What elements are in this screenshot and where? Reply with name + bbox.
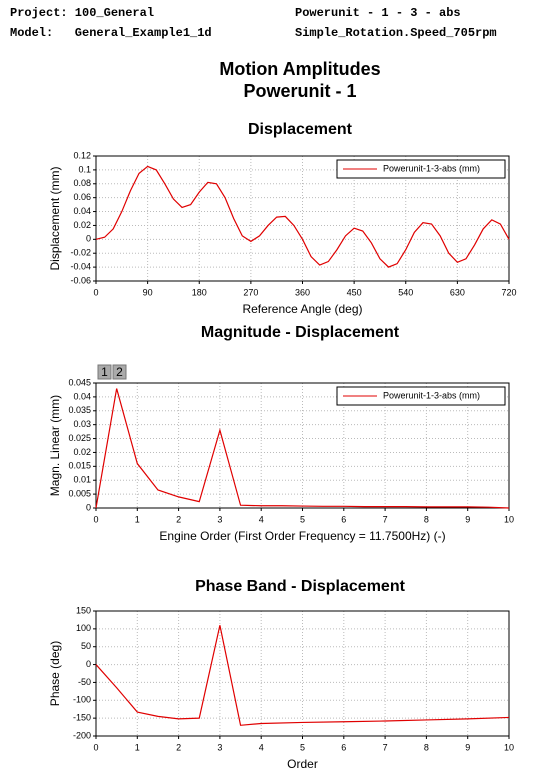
y-tick-label: 0.04 <box>73 391 91 401</box>
y-axis-label: Displacement (mm) <box>48 166 62 270</box>
report-subtitle: Powerunit - 1 <box>243 81 356 101</box>
tab-label[interactable]: 1 <box>101 365 108 379</box>
y-tick-label: -100 <box>73 695 91 705</box>
plot-frame <box>95 610 510 737</box>
x-tick-label: 540 <box>398 287 413 297</box>
x-tick-label: 1 <box>135 742 140 752</box>
x-tick-label: 90 <box>143 287 153 297</box>
y-tick-label: 0.035 <box>68 405 91 415</box>
tab-label[interactable]: 2 <box>116 365 123 379</box>
x-tick-label: 8 <box>424 514 429 524</box>
x-axis-label: Engine Order (First Order Frequency = 11… <box>159 529 445 543</box>
y-tick-label: 0.06 <box>73 192 91 202</box>
x-tick-label: 0 <box>93 287 98 297</box>
x-tick-label: 3 <box>217 514 222 524</box>
y-tick-label: 0.12 <box>73 150 91 160</box>
report-title: Motion Amplitudes <box>219 59 380 79</box>
y-tick-label: -50 <box>78 677 91 687</box>
x-tick-label: 9 <box>465 514 470 524</box>
y-tick-label: 0.08 <box>73 178 91 188</box>
tabs: 1 2 <box>97 364 127 380</box>
x-tick-label: 10 <box>504 742 514 752</box>
y-tick-label: 0.045 <box>68 377 91 387</box>
header-case: Simple_Rotation.Speed_705rpm <box>295 26 497 40</box>
x-tick-label: 4 <box>259 514 264 524</box>
data-line <box>95 625 510 726</box>
x-tick-label: 9 <box>465 742 470 752</box>
chart-title: Displacement <box>248 121 353 138</box>
y-tick-label: 0.005 <box>68 488 91 498</box>
chart-title: Phase Band - Displacement <box>195 578 406 595</box>
x-tick-label: 630 <box>450 287 465 297</box>
x-tick-label: 7 <box>383 742 388 752</box>
y-tick-label: 0 <box>86 234 91 244</box>
x-axis-label: Reference Angle (deg) <box>242 302 362 316</box>
x-tick-label: 270 <box>243 287 258 297</box>
y-tick-label: 0.02 <box>73 447 91 457</box>
y-tick-label: -200 <box>73 730 91 740</box>
x-axis-label: Order <box>287 757 318 771</box>
legend-label: Powerunit-1-3-abs (mm) <box>383 163 480 173</box>
y-tick-label: 0 <box>86 659 91 669</box>
x-tick-label: 5 <box>300 742 305 752</box>
y-tick-label: -150 <box>73 713 91 723</box>
y-tick-label: 0.03 <box>73 419 91 429</box>
x-tick-label: 360 <box>295 287 310 297</box>
x-tick-label: 6 <box>341 742 346 752</box>
data-line <box>95 165 510 268</box>
y-tick-label: -0.06 <box>70 275 91 285</box>
y-tick-label: 50 <box>81 641 91 651</box>
tab-button[interactable] <box>97 364 112 380</box>
x-tick-label: 7 <box>383 514 388 524</box>
x-tick-label: 0 <box>93 514 98 524</box>
x-tick-label: 10 <box>504 514 514 524</box>
y-tick-label: 0.025 <box>68 433 91 443</box>
plot-frame <box>95 155 510 282</box>
x-tick-label: 8 <box>424 742 429 752</box>
y-tick-label: 0.1 <box>78 164 91 174</box>
header-component: Powerunit - 1 - 3 - abs <box>295 6 461 20</box>
x-tick-label: 1 <box>135 514 140 524</box>
x-tick-label: 4 <box>259 742 264 752</box>
tab-button[interactable] <box>112 364 127 380</box>
y-tick-label: 0.02 <box>73 220 91 230</box>
header-project: Project: 100_General <box>10 6 154 20</box>
x-tick-label: 0 <box>93 742 98 752</box>
y-axis-label: Magn. Linear (mm) <box>48 395 62 496</box>
data-line <box>95 388 510 509</box>
legend-box <box>336 159 506 179</box>
x-tick-label: 180 <box>192 287 207 297</box>
y-tick-label: -0.02 <box>70 248 91 258</box>
chart-title: Magnitude - Displacement <box>201 324 400 341</box>
x-tick-label: 450 <box>347 287 362 297</box>
y-tick-label: 0.015 <box>68 461 91 471</box>
y-tick-label: 0.04 <box>73 206 91 216</box>
y-tick-label: -0.04 <box>70 261 91 271</box>
y-tick-label: 100 <box>76 623 91 633</box>
x-tick-label: 2 <box>176 514 181 524</box>
x-tick-label: 6 <box>341 514 346 524</box>
y-axis-label: Phase (deg) <box>48 641 62 706</box>
legend-label: Powerunit-1-3-abs (mm) <box>383 390 480 400</box>
x-tick-label: 5 <box>300 514 305 524</box>
y-tick-label: 0 <box>86 502 91 512</box>
header-model: Model: General_Example1_1d <box>10 26 212 40</box>
x-tick-label: 720 <box>501 287 516 297</box>
x-tick-label: 2 <box>176 742 181 752</box>
y-tick-label: 150 <box>76 605 91 615</box>
x-tick-label: 3 <box>217 742 222 752</box>
y-tick-label: 0.01 <box>73 475 91 485</box>
legend-box <box>336 386 506 406</box>
plot-frame <box>95 382 510 509</box>
